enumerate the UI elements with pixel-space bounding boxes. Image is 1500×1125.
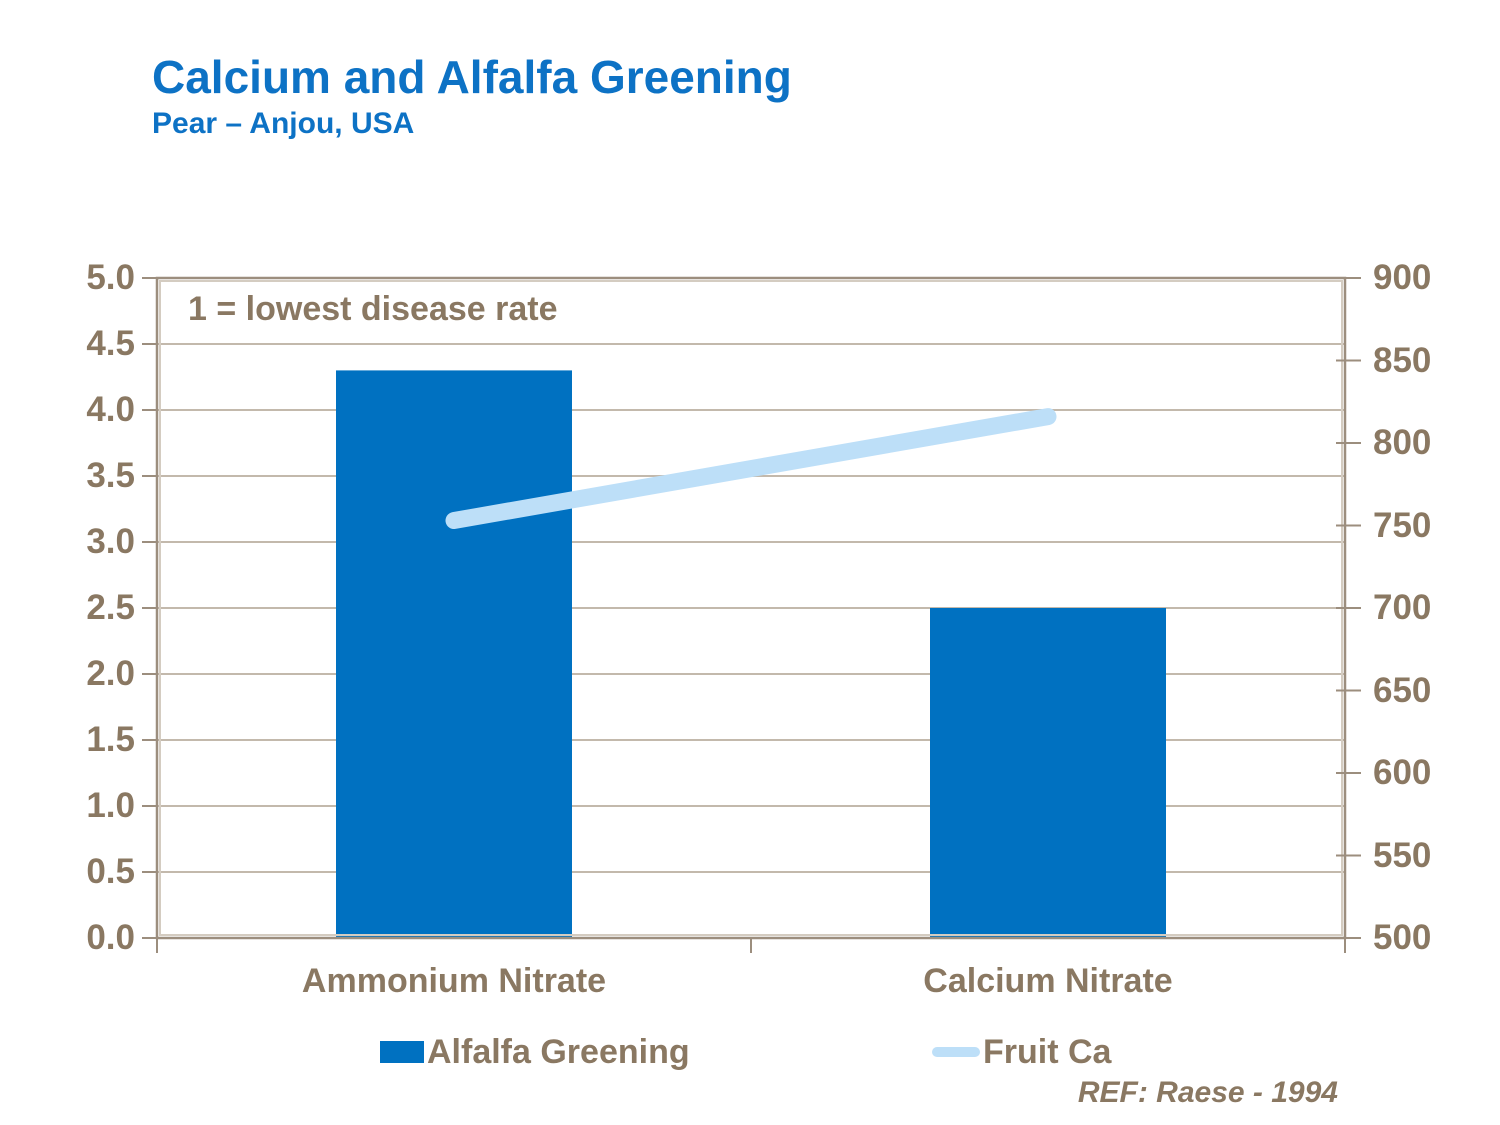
y-left-tick-label: 1.5 xyxy=(86,720,135,759)
page-title: Calcium and Alfalfa Greening xyxy=(152,51,792,103)
chart-header: Calcium and Alfalfa Greening Pear – Anjo… xyxy=(152,52,792,141)
y-right-tick-label: 900 xyxy=(1373,258,1432,297)
chart-annotation: 1 = lowest disease rate xyxy=(188,290,558,328)
fruit-ca-line-swatch-icon xyxy=(932,1047,980,1057)
y-left-tick-label: 3.0 xyxy=(86,522,135,561)
category-label-calcium-nitrate: Calcium Nitrate xyxy=(923,962,1173,1000)
legend-item-fruit-ca: Fruit Ca xyxy=(932,1032,1112,1071)
legend-item-alfalfa-greening: Alfalfa Greening xyxy=(380,1032,690,1071)
y-right-tick-label: 850 xyxy=(1373,340,1432,380)
category-label-ammonium-nitrate: Ammonium Nitrate xyxy=(301,962,607,1000)
y-right-tick-label: 800 xyxy=(1373,423,1432,462)
y-right-tick-label: 600 xyxy=(1373,753,1432,792)
y-left-tick-label: 0.5 xyxy=(86,852,135,891)
y-right-tick-label: 650 xyxy=(1373,670,1432,710)
y-right-tick-label: 750 xyxy=(1373,505,1432,545)
y-left-tick-label: 0.0 xyxy=(86,918,135,957)
bar-ammonium-nitrate xyxy=(336,370,572,938)
y-left-tick-label: 3.5 xyxy=(86,456,135,495)
y-right-tick-label: 550 xyxy=(1373,835,1432,875)
fruit-ca-line xyxy=(445,408,1057,530)
alfalfa-greening-swatch-icon xyxy=(380,1041,424,1063)
y-left-tick-label: 4.5 xyxy=(86,324,135,363)
bar-calcium-nitrate xyxy=(930,608,1166,938)
page-subtitle: Pear – Anjou, USA xyxy=(152,106,415,140)
y-right-tick-label: 500 xyxy=(1373,918,1432,957)
legend-label-alfalfa-greening: Alfalfa Greening xyxy=(427,1032,690,1071)
y-left-tick-label: 5.0 xyxy=(86,258,135,297)
legend-label-fruit-ca: Fruit Ca xyxy=(983,1032,1112,1071)
y-left-tick-label: 4.0 xyxy=(86,390,135,429)
y-left-tick-label: 2.0 xyxy=(86,654,135,693)
reference-note: REF: Raese - 1994 xyxy=(1077,1076,1338,1109)
y-left-tick-label: 2.5 xyxy=(86,588,135,627)
y-right-tick-label: 700 xyxy=(1373,588,1432,627)
y-left-tick-label: 1.0 xyxy=(86,786,135,825)
